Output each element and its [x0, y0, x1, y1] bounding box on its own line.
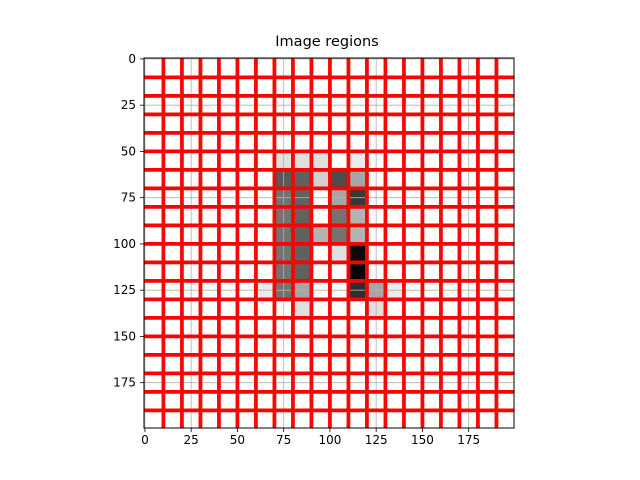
image-cell [329, 169, 348, 188]
image-cell [347, 261, 366, 280]
image-cell [347, 169, 366, 188]
image-cell [273, 243, 292, 262]
image-cell [292, 298, 311, 317]
y-tick-label: 125 [113, 283, 136, 297]
axes-frame [143, 57, 515, 429]
image-cell [292, 224, 311, 243]
x-tick-label: 100 [318, 433, 341, 447]
image-cell [273, 261, 292, 280]
y-tick-label: 100 [113, 237, 136, 251]
image-cell [273, 280, 292, 299]
y-tick-label: 0 [128, 52, 136, 66]
image-cell [310, 224, 329, 243]
image-cell [292, 169, 311, 188]
image-cell [273, 169, 292, 188]
y-tick-label: 75 [121, 191, 136, 205]
image-cell [329, 187, 348, 206]
image-cell [292, 280, 311, 299]
image-cell [366, 298, 385, 317]
x-tick-label: 175 [457, 433, 480, 447]
image-cell [292, 150, 311, 169]
image-cell [347, 243, 366, 262]
image-cell [273, 187, 292, 206]
image-cell [292, 206, 311, 225]
axes: 0 25 50 75 100 125 150 175 0 25 50 75 100 125 150 175 [113, 52, 515, 447]
image-cell [384, 280, 403, 299]
y-tick-label: 50 [121, 144, 136, 158]
image-cell [255, 280, 274, 299]
x-tick-label: 50 [230, 433, 245, 447]
image-cell [273, 150, 292, 169]
image-cell [310, 150, 329, 169]
x-tick-label: 125 [365, 433, 388, 447]
region-boxes [144, 58, 514, 428]
image-cell [366, 280, 385, 299]
image-cell [273, 224, 292, 243]
image-cell [347, 280, 366, 299]
image-cell [347, 224, 366, 243]
image-cell [347, 150, 366, 169]
image-cell [329, 243, 348, 262]
image-cell [310, 169, 329, 188]
image-cell [292, 187, 311, 206]
y-tick-label: 25 [121, 98, 136, 112]
x-tick-label: 0 [141, 433, 149, 447]
image-cell [329, 206, 348, 225]
x-tick-label: 150 [411, 433, 434, 447]
chart-title: Image regions [275, 34, 379, 50]
y-tick-label: 175 [113, 376, 136, 390]
image-cell [273, 206, 292, 225]
image-cell [347, 206, 366, 225]
image-cell [292, 243, 311, 262]
image-cell [292, 261, 311, 280]
image-cell [347, 187, 366, 206]
y-tick-label: 150 [113, 329, 136, 343]
image-cell [329, 224, 348, 243]
x-tick-label: 75 [276, 433, 291, 447]
x-tick-label: 25 [184, 433, 199, 447]
